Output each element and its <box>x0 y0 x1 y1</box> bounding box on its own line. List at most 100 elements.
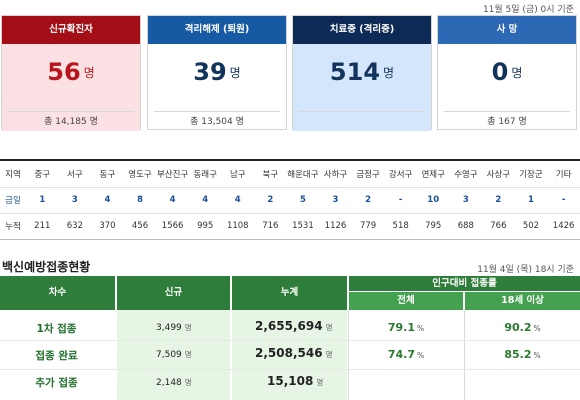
row-total: 2,655,694 명 <box>255 319 333 333</box>
district-today-label: 금일 <box>0 187 26 214</box>
district-today-value: 4 <box>188 187 222 214</box>
vaccine-date: 11월 4일 (목) 18시 기준 <box>477 265 574 275</box>
district-name: 동래구 <box>188 161 222 188</box>
district-today-value: 4 <box>156 187 189 214</box>
row-total: 2,508,546 명 <box>255 346 333 360</box>
district-today-value: 1 <box>26 187 59 214</box>
header-new: 신규 <box>117 276 230 310</box>
district-today-value: 5 <box>286 187 320 214</box>
district-today-value: 3 <box>319 187 352 214</box>
row-total: 15,108 명 <box>267 374 324 388</box>
header-over18: 18세 이상 <box>465 292 580 310</box>
header-pop-rate: 인구대비 접종률 <box>349 276 580 291</box>
district-name: 강서구 <box>384 161 417 188</box>
district-name: 중구 <box>26 161 59 188</box>
district-total-value: 1531 <box>292 221 314 232</box>
district-today-value: 1 <box>514 187 548 214</box>
district-today-value: 4 <box>91 187 124 214</box>
card-new-cases: 신규확진자 56 명 총 14,185 명 <box>1 15 141 131</box>
row-new: 7,509 명 <box>156 350 192 360</box>
district-today-value: 2 <box>482 187 515 214</box>
district-today-value: 3 <box>58 187 92 214</box>
district-name: 해운대구 <box>286 161 320 188</box>
district-today-value: - <box>384 187 417 214</box>
card-title: 사 망 <box>438 16 576 44</box>
row-divider <box>0 340 580 341</box>
card-unit: 명 <box>83 65 95 80</box>
district-total-value: 688 <box>457 221 474 232</box>
header-all: 전체 <box>349 292 463 310</box>
header-total: 누계 <box>232 276 347 310</box>
district-today-value: 10 <box>416 187 450 214</box>
district-name: 부산진구 <box>156 161 189 188</box>
district-name: 남구 <box>221 161 255 188</box>
district-today-value: - <box>547 187 580 214</box>
card-title: 신규확진자 <box>2 16 140 44</box>
card-value: 514 <box>329 58 381 86</box>
card-total: 총 14,185 명 <box>8 111 134 131</box>
row-new: 2,148 명 <box>156 378 192 388</box>
district-total-value: 1108 <box>226 221 249 232</box>
card-unit: 명 <box>511 65 523 80</box>
district-total-value: 632 <box>66 221 83 232</box>
vaccine-section-title: 백신예방접종현황 <box>2 260 91 274</box>
district-total-value: 1426 <box>552 221 575 232</box>
district-name: 영도구 <box>123 161 157 188</box>
district-name: 사하구 <box>319 161 352 188</box>
row-label: 1차 접종 <box>36 323 77 335</box>
card-total: 총 13,504 명 <box>154 111 280 131</box>
district-today-value: 2 <box>351 187 385 214</box>
district-name: 기타 <box>547 161 580 188</box>
district-total-value: 211 <box>34 221 51 232</box>
district-total-label: 누적 <box>5 222 21 233</box>
card-unit: 명 <box>229 65 241 80</box>
district-header-row: 지역 중구 서구 동구 영도구 부산진구 동래구 남구 북구 해운대구 사하구 금정구 강서구 연제구 수… <box>0 161 580 188</box>
district-total-value: 995 <box>197 221 214 232</box>
divider <box>348 310 349 400</box>
district-today-value: 2 <box>254 187 287 214</box>
row-label: 추가 접종 <box>35 377 78 389</box>
new-column-bg <box>117 310 230 400</box>
row-rate-18: 85.2% <box>504 348 541 361</box>
card-in-treatment: 치료중 (격리중) 514 명 <box>292 15 432 131</box>
district-name: 금정구 <box>351 161 385 188</box>
district-total-row: 누적 211 632 370 456 1566 995 1108 716 1531 1126 779… <box>0 213 580 239</box>
card-released: 격리해제 (퇴원) 39 명 총 13,504 명 <box>147 15 287 130</box>
row-rate-18: 90.2% <box>504 321 541 334</box>
card-title: 격리해제 (퇴원) <box>148 16 286 44</box>
summary-cards: 신규확진자 56 명 총 14,185 명 격리해제 (퇴원) 39 명 총 13,… <box>1 15 579 131</box>
row-new: 3,499 명 <box>156 323 192 333</box>
row-label: 접종 완료 <box>35 350 78 362</box>
district-name: 북구 <box>254 161 287 188</box>
district-total-value: 502 <box>522 221 540 232</box>
card-total: 총 167 명 <box>444 111 570 131</box>
district-total-value: 716 <box>262 221 279 232</box>
status-date: 11월 5일 (금) 0시 기준 <box>482 5 574 15</box>
district-total-value: 795 <box>425 221 442 232</box>
divider <box>464 310 465 400</box>
district-total-value: 1566 <box>161 221 184 232</box>
district-total-value: 766 <box>490 221 507 232</box>
total-column-bg <box>232 310 347 400</box>
district-table: 지역 중구 서구 동구 영도구 부산진구 동래구 남구 북구 해운대구 사하구 금정구 강서구 연제구 수… <box>0 159 580 240</box>
card-value: 56 <box>47 58 81 86</box>
card-total <box>299 111 425 131</box>
district-today-row: 금일 1 3 4 8 4 4 4 2 5 3 2-10 3 2 1- <box>0 187 580 214</box>
district-today-value: 8 <box>123 187 157 214</box>
vaccine-table: 차수 신규 누계 인구대비 접종률 전체 18세 이상 1차 접종 3,499 명… <box>0 276 580 400</box>
district-total-value: 518 <box>392 221 409 232</box>
district-name: 연제구 <box>416 161 450 188</box>
district-name: 사상구 <box>482 161 515 188</box>
district-name: 서구 <box>58 161 92 188</box>
district-total-value: 779 <box>359 221 377 232</box>
district-name: 기장군 <box>514 161 548 188</box>
district-today-value: 4 <box>221 187 255 214</box>
district-total-value: 370 <box>99 221 116 232</box>
district-today-value: 3 <box>449 187 483 214</box>
row-divider <box>0 369 580 370</box>
district-name: 동구 <box>91 161 124 188</box>
card-value: 39 <box>193 58 227 86</box>
card-value: 0 <box>491 58 509 86</box>
card-title: 치료중 (격리중) <box>293 16 431 44</box>
